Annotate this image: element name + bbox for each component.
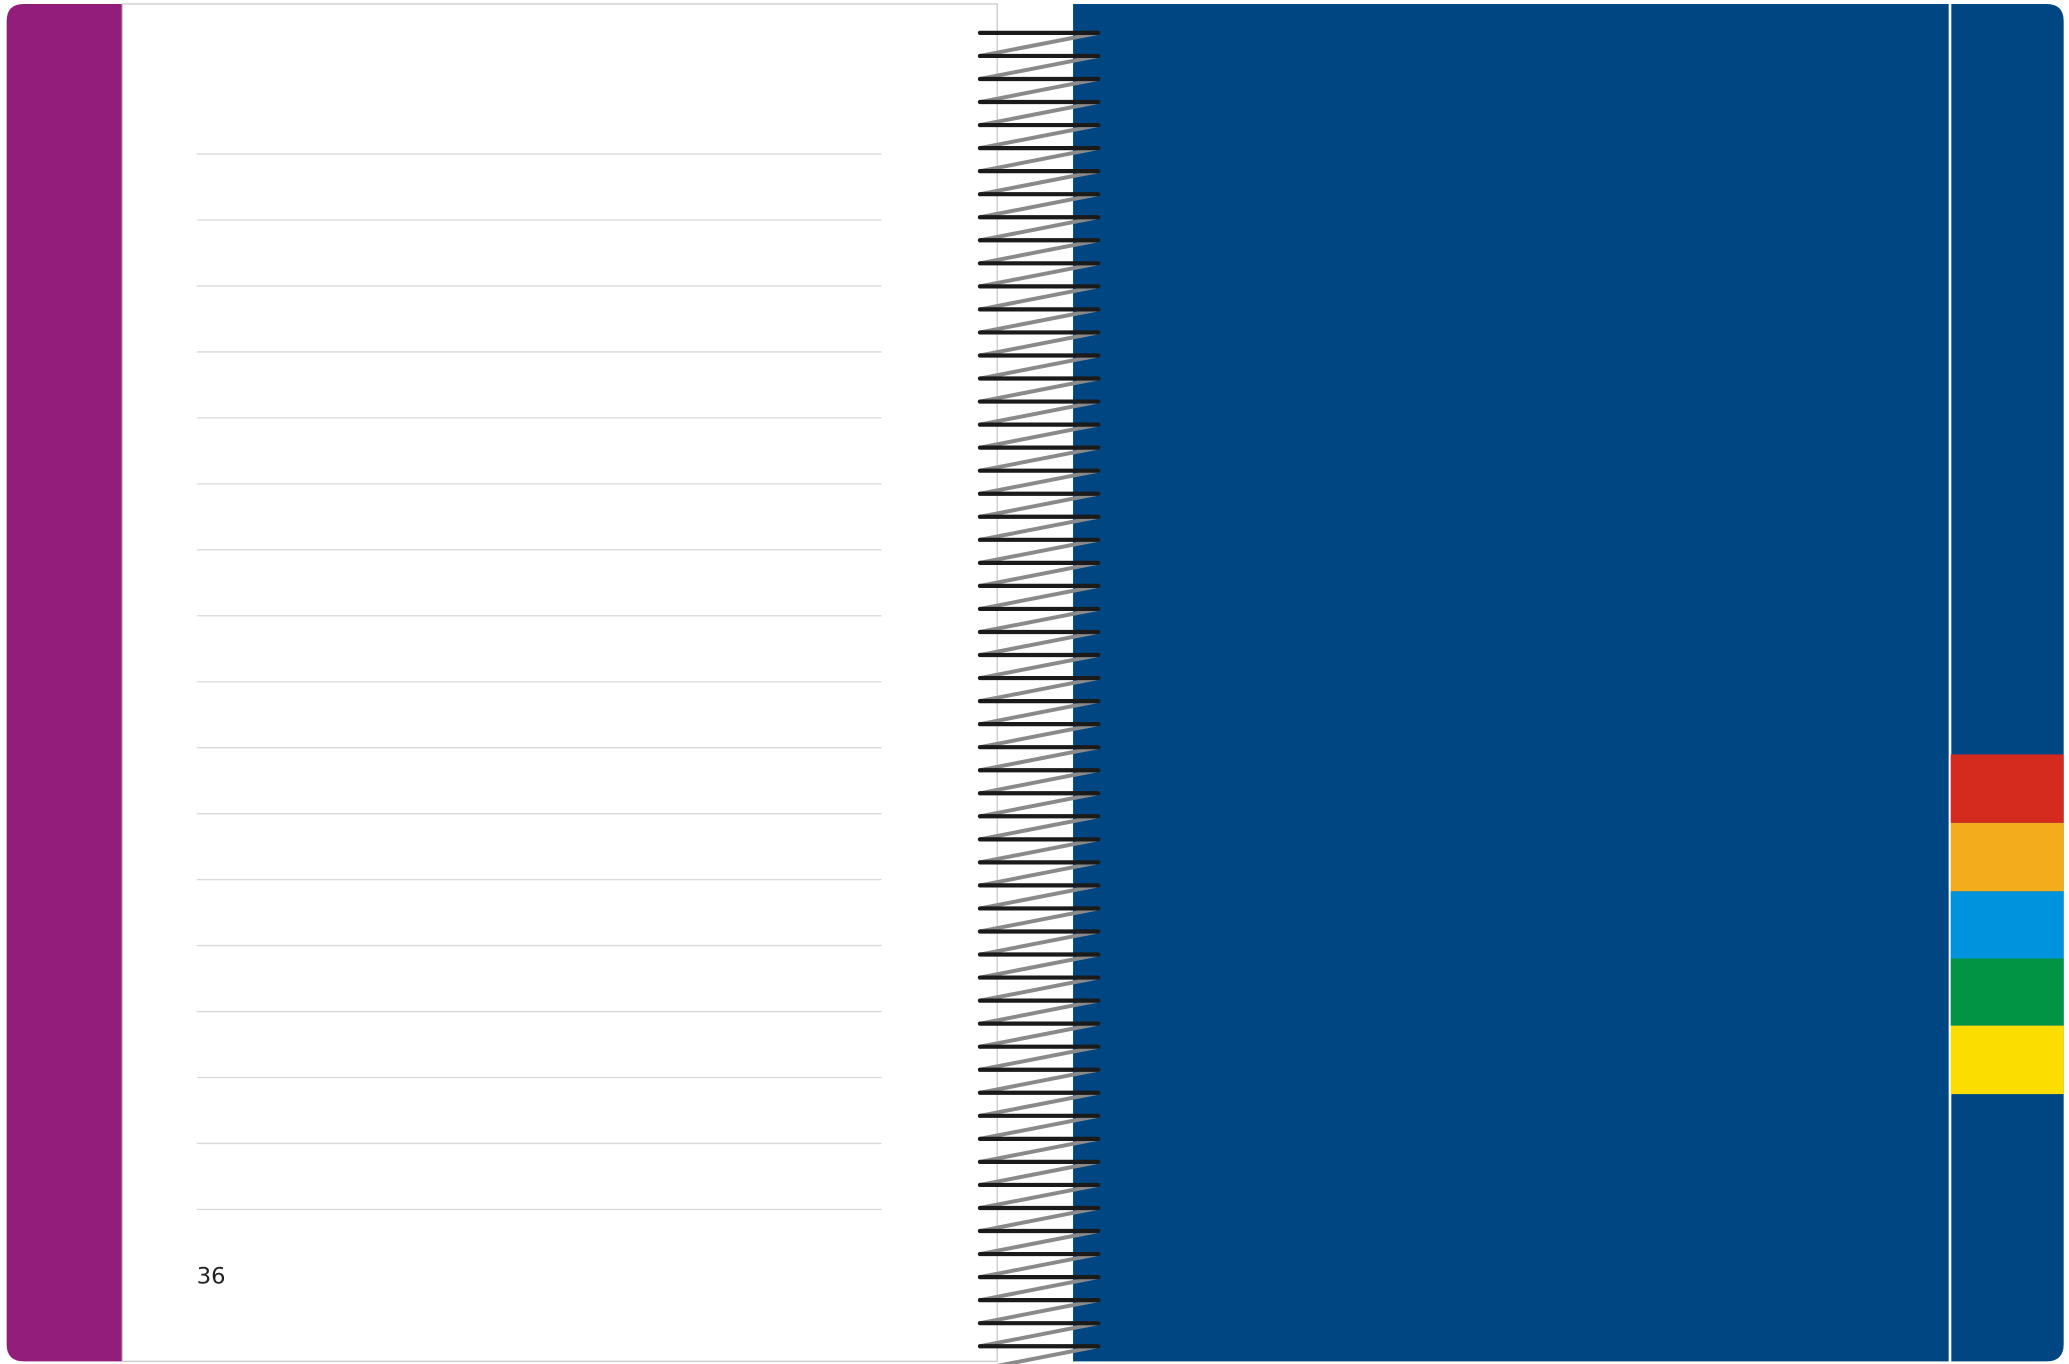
spiral-binding bbox=[977, 30, 1101, 1364]
coil-back bbox=[977, 146, 1101, 174]
coil-back bbox=[977, 1090, 1101, 1118]
coil-back bbox=[977, 53, 1101, 81]
coil-back bbox=[977, 330, 1101, 358]
coil-back bbox=[977, 975, 1101, 1003]
coil-back bbox=[977, 768, 1101, 796]
coil-back bbox=[977, 1206, 1101, 1233]
coil-back bbox=[977, 606, 1101, 634]
tab-blue bbox=[1950, 891, 2064, 959]
coil-back bbox=[977, 860, 1101, 888]
coil-back bbox=[977, 1021, 1101, 1049]
coil-back bbox=[977, 906, 1101, 934]
coil-back bbox=[977, 353, 1101, 381]
coil-back bbox=[977, 952, 1101, 980]
ruled-lines bbox=[196, 153, 882, 1211]
coil-back bbox=[977, 468, 1101, 496]
coil-back bbox=[977, 791, 1101, 819]
coil-back bbox=[996, 1344, 1101, 1364]
coil-back bbox=[977, 399, 1101, 427]
coil-back bbox=[977, 261, 1101, 289]
tab-red bbox=[1950, 754, 2064, 823]
coil-back bbox=[977, 653, 1101, 681]
coil-back bbox=[977, 376, 1101, 404]
coil-back bbox=[977, 238, 1101, 266]
coil-back bbox=[977, 998, 1101, 1026]
coil-back bbox=[977, 722, 1101, 750]
coil-back bbox=[977, 699, 1101, 727]
coil-back bbox=[977, 1113, 1101, 1141]
coil-back bbox=[977, 814, 1101, 842]
coil-back bbox=[977, 1044, 1101, 1072]
coil-back bbox=[977, 676, 1101, 704]
coil-back bbox=[977, 745, 1101, 773]
coil-back bbox=[977, 445, 1101, 473]
coil-back bbox=[977, 491, 1101, 519]
coil-back bbox=[977, 537, 1101, 565]
coil-back bbox=[977, 422, 1101, 450]
coil-back bbox=[977, 215, 1101, 243]
coil-back bbox=[977, 1321, 1101, 1349]
tab-orange bbox=[1950, 822, 2064, 892]
coil-back bbox=[977, 1229, 1101, 1257]
coil-back bbox=[977, 583, 1101, 611]
coil-back bbox=[977, 123, 1101, 151]
coil-back bbox=[977, 1298, 1101, 1326]
coil-back bbox=[977, 560, 1101, 588]
coil-back bbox=[977, 1275, 1101, 1303]
coil-back bbox=[977, 1136, 1101, 1164]
coil-back bbox=[977, 307, 1101, 335]
paper-page bbox=[121, 3, 998, 1363]
page-number: 36 bbox=[197, 1264, 226, 1290]
back-cover-spine bbox=[6, 3, 123, 1362]
coil-back bbox=[977, 929, 1101, 957]
coil-back bbox=[977, 837, 1101, 865]
tab-yellow bbox=[1950, 1025, 2064, 1095]
coil-back bbox=[977, 1182, 1101, 1210]
coil-back bbox=[977, 629, 1101, 657]
coil-back bbox=[977, 883, 1101, 911]
coil-back bbox=[977, 1159, 1101, 1187]
coil-back bbox=[977, 30, 1101, 58]
coil-back bbox=[977, 100, 1101, 128]
coil-back bbox=[977, 77, 1101, 105]
coil-back bbox=[977, 169, 1101, 197]
coil-back bbox=[977, 284, 1101, 312]
coil-back bbox=[977, 1252, 1101, 1280]
coil-back bbox=[977, 192, 1101, 220]
front-cover bbox=[1073, 3, 2064, 1362]
tab-green bbox=[1950, 958, 2064, 1026]
coil-back bbox=[977, 1067, 1101, 1095]
coil-back bbox=[977, 514, 1101, 542]
